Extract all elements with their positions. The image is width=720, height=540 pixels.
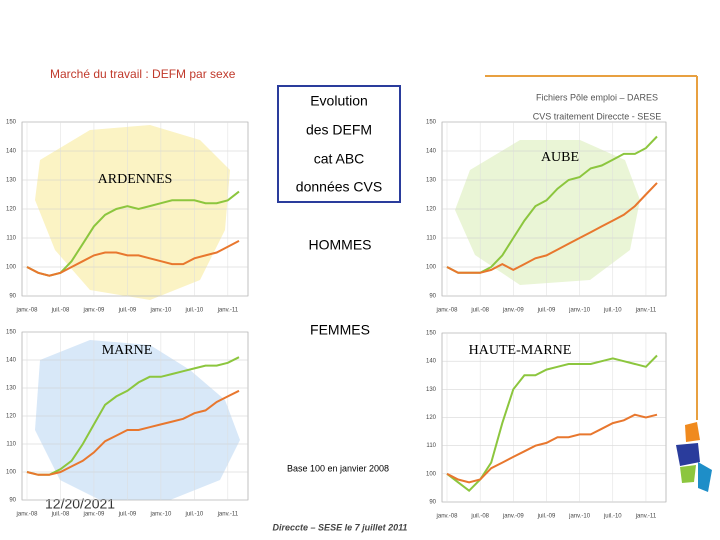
source: Fichiers Pôle emploi – DARES xyxy=(536,92,658,102)
y-tick-label: 90 xyxy=(429,500,436,506)
x-tick-label: janv.-11 xyxy=(635,308,657,314)
series-line xyxy=(26,356,240,476)
x-tick-label: janv.-10 xyxy=(568,308,591,314)
box-line: des DEFM xyxy=(306,122,372,138)
y-tick-label: 110 xyxy=(6,236,16,242)
y-tick-label: 150 xyxy=(426,331,437,337)
y-tick-label: 100 xyxy=(426,265,437,271)
legend-label: FEMMES xyxy=(310,322,370,338)
x-tick-label: juil.-08 xyxy=(51,308,70,314)
y-tick-label: 150 xyxy=(6,120,17,126)
x-tick-label: janv.-08 xyxy=(436,514,459,520)
box-line: données CVS xyxy=(296,179,382,195)
footer: Direccte – SESE le 7 juillet 2011 xyxy=(273,522,408,532)
y-tick-label: 140 xyxy=(6,149,17,155)
y-tick-label: 140 xyxy=(426,149,437,155)
x-tick-label: juil.-09 xyxy=(118,512,137,518)
y-tick-label: 90 xyxy=(9,498,16,504)
x-tick-label: juil.-10 xyxy=(603,308,622,314)
box-line: cat ABC xyxy=(314,151,365,167)
region-label: AUBE xyxy=(541,150,579,165)
x-tick-label: juil.-09 xyxy=(537,308,556,314)
x-tick-label: juil.-10 xyxy=(603,514,622,520)
region-label: HAUTE-MARNE xyxy=(469,343,572,358)
slide-title: Marché du travail : DEFM par sexe xyxy=(50,67,236,81)
y-tick-label: 120 xyxy=(6,207,17,213)
map-marne xyxy=(35,340,240,500)
x-tick-label: juil.-09 xyxy=(118,308,137,314)
y-tick-label: 140 xyxy=(6,358,17,364)
info-box xyxy=(277,85,401,203)
note: Base 100 en janvier 2008 xyxy=(287,463,389,473)
y-tick-label: 150 xyxy=(6,330,17,336)
region-icon xyxy=(676,422,712,492)
x-tick-label: juil.-10 xyxy=(185,308,204,314)
region-label: MARNE xyxy=(102,343,153,358)
x-tick-label: juil.-08 xyxy=(470,308,489,314)
y-tick-label: 90 xyxy=(9,294,16,300)
y-tick-label: 90 xyxy=(429,294,436,300)
legend-label: HOMMES xyxy=(309,237,372,253)
y-tick-label: 140 xyxy=(426,359,437,365)
y-tick-label: 130 xyxy=(6,386,17,392)
x-tick-label: janv.-08 xyxy=(16,308,39,314)
x-tick-label: janv.-09 xyxy=(82,308,105,314)
y-tick-label: 130 xyxy=(426,387,437,393)
y-tick-label: 130 xyxy=(426,178,437,184)
x-tick-label: janv.-09 xyxy=(502,308,525,314)
y-tick-label: 100 xyxy=(6,265,17,271)
x-tick-label: janv.-09 xyxy=(82,512,105,518)
region-label: ARDENNES xyxy=(98,172,173,187)
y-tick-label: 110 xyxy=(6,442,16,448)
y-tick-label: 130 xyxy=(6,178,17,184)
series-line xyxy=(26,389,240,476)
series-line xyxy=(26,240,240,277)
x-tick-label: juil.-09 xyxy=(537,514,556,520)
y-tick-label: 150 xyxy=(426,120,437,126)
x-tick-label: juil.-10 xyxy=(185,512,204,518)
x-tick-label: janv.-11 xyxy=(217,512,239,518)
x-tick-label: janv.-08 xyxy=(436,308,459,314)
map-ardennes xyxy=(35,125,230,300)
series-line xyxy=(446,354,658,493)
y-tick-label: 120 xyxy=(426,415,437,421)
date: 12/20/2021 xyxy=(45,496,115,512)
x-tick-label: janv.-10 xyxy=(149,512,172,518)
x-tick-label: juil.-08 xyxy=(470,514,489,520)
series-line xyxy=(446,182,658,274)
x-tick-label: janv.-10 xyxy=(568,514,591,520)
x-tick-label: janv.-08 xyxy=(16,512,39,518)
y-tick-label: 120 xyxy=(6,414,17,420)
box-line: Evolution xyxy=(310,93,368,109)
map-aube xyxy=(455,140,640,285)
x-tick-label: juil.-08 xyxy=(51,512,70,518)
x-tick-label: janv.-11 xyxy=(635,514,657,520)
y-tick-label: 110 xyxy=(426,236,436,242)
x-tick-label: janv.-10 xyxy=(149,308,172,314)
x-tick-label: janv.-11 xyxy=(217,308,239,314)
y-tick-label: 100 xyxy=(6,470,17,476)
x-tick-label: janv.-09 xyxy=(502,514,525,520)
source: CVS traitement Direccte - SESE xyxy=(533,111,662,121)
series-line xyxy=(446,413,658,484)
y-tick-label: 120 xyxy=(426,207,437,213)
y-tick-label: 100 xyxy=(426,471,437,477)
y-tick-label: 110 xyxy=(426,443,436,449)
